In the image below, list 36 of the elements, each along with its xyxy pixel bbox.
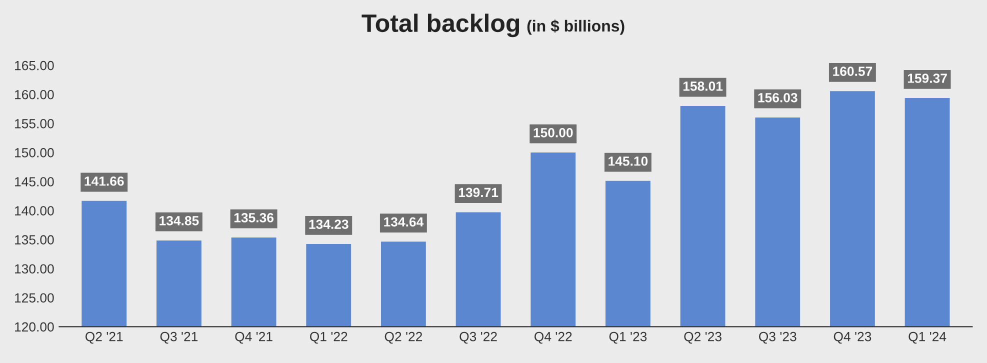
x-tick-label: Q2 '21 (86, 332, 123, 344)
x-tick-label: Q2 '23 (684, 332, 722, 344)
x-tick-label: Q4 '23 (834, 332, 872, 344)
x-tick-label: Q1 '23 (609, 332, 647, 344)
y-tick-label: 125.00 (15, 293, 54, 303)
y-tick-label: 160.00 (15, 90, 54, 100)
x-tick-label: Q3 '22 (460, 332, 497, 344)
y-tick-label: 140.00 (15, 206, 54, 216)
y-tick-label: 120.00 (15, 322, 54, 332)
x-tick-label: Q4 '21 (235, 332, 272, 344)
y-tick-label: 150.00 (15, 148, 54, 158)
data-label: 139.71 (458, 188, 498, 198)
data-label: 134.85 (160, 216, 199, 226)
x-tick-label: Q2 '22 (384, 332, 422, 344)
x-tick-label: Q3 '23 (759, 332, 796, 344)
chart-title: Total backlog (362, 14, 520, 38)
data-label: 135.36 (234, 213, 274, 222)
y-tick-label: 165.00 (15, 60, 54, 70)
x-tick-label: Q3 '21 (160, 332, 198, 344)
y-tick-label: 130.00 (15, 264, 54, 274)
x-tick-label: Q4 '22 (534, 332, 572, 344)
x-tick-label: Q1 '24 (908, 332, 946, 344)
data-label: 158.01 (683, 81, 723, 91)
data-label: 134.23 (309, 220, 348, 229)
data-label: 134.64 (384, 217, 424, 227)
data-label: 150.00 (534, 128, 573, 138)
x-tick-label: Q1 '22 (310, 332, 348, 344)
y-tick-label: 155.00 (15, 118, 54, 128)
y-tick-label: 145.00 (15, 177, 54, 186)
data-label: 156.03 (758, 92, 798, 102)
data-label: 145.10 (608, 156, 648, 166)
data-label: 141.66 (84, 176, 124, 186)
chart-subtitle: (in $ billions) (527, 20, 624, 35)
y-tick-label: 135.00 (15, 235, 54, 244)
data-label: 160.57 (833, 66, 872, 76)
data-label: 159.37 (908, 74, 947, 83)
